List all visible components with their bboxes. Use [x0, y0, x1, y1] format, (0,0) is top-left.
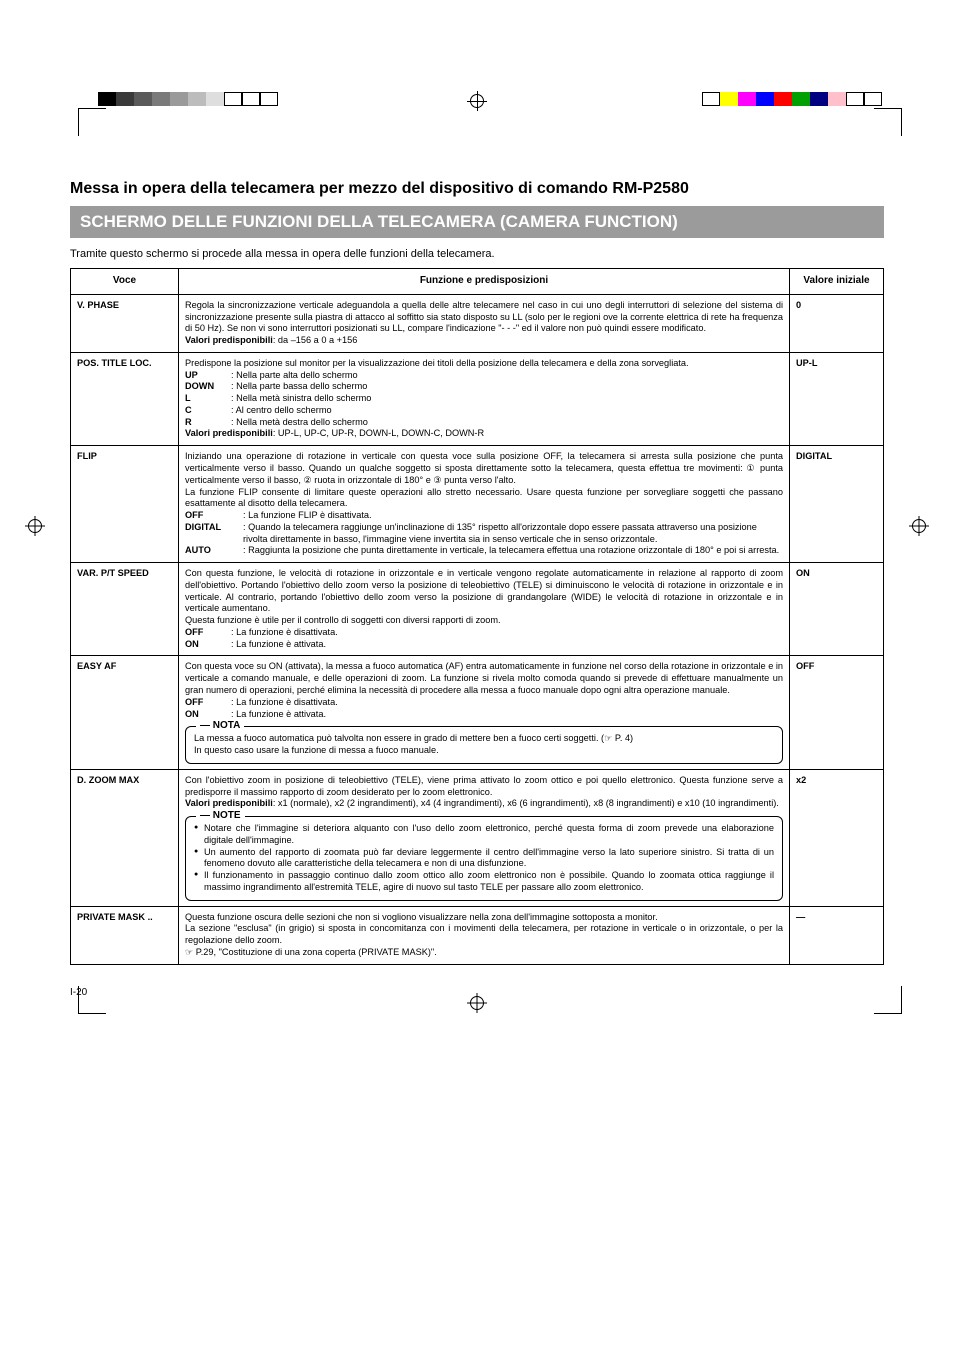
row-label: PRIVATE MASK .. [71, 906, 179, 964]
option-row: UP: Nella parte alta dello schermo [185, 370, 783, 382]
col-voce: Voce [71, 269, 179, 295]
reg-swatch [738, 92, 756, 106]
page-heading: Messa in opera della telecamera per mezz… [70, 180, 884, 198]
row-desc: Iniziando una operazione di rotazione in… [179, 446, 790, 563]
table-header-row: Voce Funzione e predisposizioni Valore i… [71, 269, 884, 295]
reg-swatch [134, 92, 152, 106]
note-box: NOTE Notare che l'immagine si deteriora … [185, 816, 783, 901]
reg-swatch [864, 92, 882, 106]
reg-swatch [242, 92, 260, 106]
row-label: POS. TITLE LOC. [71, 352, 179, 445]
row-default: UP-L [790, 352, 884, 445]
reg-swatch [756, 92, 774, 106]
reg-target-bottom [470, 996, 484, 1010]
reg-swatch [206, 92, 224, 106]
col-funzione: Funzione e predisposizioni [179, 269, 790, 295]
document-page: Messa in opera della telecamera per mezz… [0, 0, 954, 1038]
note-box: NOTA La messa a fuoco automatica può tal… [185, 726, 783, 764]
crop-corner-br [874, 986, 902, 1014]
reg-swatch [98, 92, 116, 106]
reg-swatch [720, 92, 738, 106]
row-default: 0 [790, 294, 884, 352]
option-row: C: Al centro dello schermo [185, 405, 783, 417]
row-desc: Con questa funzione, le velocità di rota… [179, 563, 790, 656]
reg-swatch [152, 92, 170, 106]
note-bullets: Notare che l'immagine si deteriora alqua… [194, 823, 774, 894]
reg-swatch [828, 92, 846, 106]
row-desc: Questa funzione oscura delle sezioni che… [179, 906, 790, 964]
reg-target-right [912, 519, 926, 533]
reg-swatches-left [98, 92, 278, 106]
reg-swatch [810, 92, 828, 106]
option-row: R: Nella metà destra dello schermo [185, 417, 783, 429]
option-row: DOWN: Nella parte bassa dello schermo [185, 381, 783, 393]
option-row: OFF: La funzione FLIP è disattivata. [185, 510, 783, 522]
reg-swatch [792, 92, 810, 106]
row-label: V. PHASE [71, 294, 179, 352]
reg-swatch [224, 92, 242, 106]
settings-table: Voce Funzione e predisposizioni Valore i… [70, 268, 884, 965]
reg-swatch [702, 92, 720, 106]
row-label: D. ZOOM MAX [71, 769, 179, 906]
intro-text: Tramite questo schermo si procede alla m… [70, 248, 884, 260]
reg-swatch [170, 92, 188, 106]
col-valore: Valore iniziale [790, 269, 884, 295]
reg-swatch [774, 92, 792, 106]
row-desc: Con questa voce su ON (attivata), la mes… [179, 656, 790, 769]
table-row: POS. TITLE LOC. Predispone la posizione … [71, 352, 884, 445]
row-default: x2 [790, 769, 884, 906]
crop-corner-tr [874, 108, 902, 136]
row-desc: Con l'obiettivo zoom in posizione di tel… [179, 769, 790, 906]
row-default: DIGITAL [790, 446, 884, 563]
reg-swatch [188, 92, 206, 106]
row-default: ON [790, 563, 884, 656]
option-row: L: Nella metà sinistra dello schermo [185, 393, 783, 405]
reg-swatch [846, 92, 864, 106]
table-row: EASY AF Con questa voce su ON (attivata)… [71, 656, 884, 769]
bullet-item: Notare che l'immagine si deteriora alqua… [194, 823, 774, 847]
reg-swatch [260, 92, 278, 106]
reg-target-top [470, 94, 484, 108]
option-row: OFF: La funzione è disattivata. [185, 627, 783, 639]
table-row: PRIVATE MASK .. Questa funzione oscura d… [71, 906, 884, 964]
row-desc: Predispone la posizione sul monitor per … [179, 352, 790, 445]
reg-swatches-right [702, 92, 882, 106]
option-row: ON: La funzione è attivata. [185, 709, 783, 721]
option-row: AUTO: Raggiunta la posizione che punta d… [185, 545, 783, 557]
row-default: — [790, 906, 884, 964]
table-row: FLIP Iniziando una operazione di rotazio… [71, 446, 884, 563]
row-label: FLIP [71, 446, 179, 563]
option-row: DIGITAL: Quando la telecamera raggiunge … [185, 522, 783, 546]
option-row: OFF: La funzione è disattivata. [185, 697, 783, 709]
crop-corner-bl [78, 986, 106, 1014]
row-default: OFF [790, 656, 884, 769]
row-label: EASY AF [71, 656, 179, 769]
bullet-item: Il funzionamento in passaggio continuo d… [194, 870, 774, 894]
bullet-item: Un aumento del rapporto di zoomata può f… [194, 847, 774, 871]
table-row: VAR. P/T SPEED Con questa funzione, le v… [71, 563, 884, 656]
reg-target-left [28, 519, 42, 533]
crop-corner-tl [78, 108, 106, 136]
reg-swatch [116, 92, 134, 106]
row-desc: Regola la sincronizzazione verticale ade… [179, 294, 790, 352]
table-row: V. PHASE Regola la sincronizzazione vert… [71, 294, 884, 352]
option-row: ON: La funzione è attivata. [185, 639, 783, 651]
section-banner: SCHERMO DELLE FUNZIONI DELLA TELECAMERA … [70, 206, 884, 238]
content-area: Messa in opera della telecamera per mezz… [70, 180, 884, 998]
row-label: VAR. P/T SPEED [71, 563, 179, 656]
table-row: D. ZOOM MAX Con l'obiettivo zoom in posi… [71, 769, 884, 906]
